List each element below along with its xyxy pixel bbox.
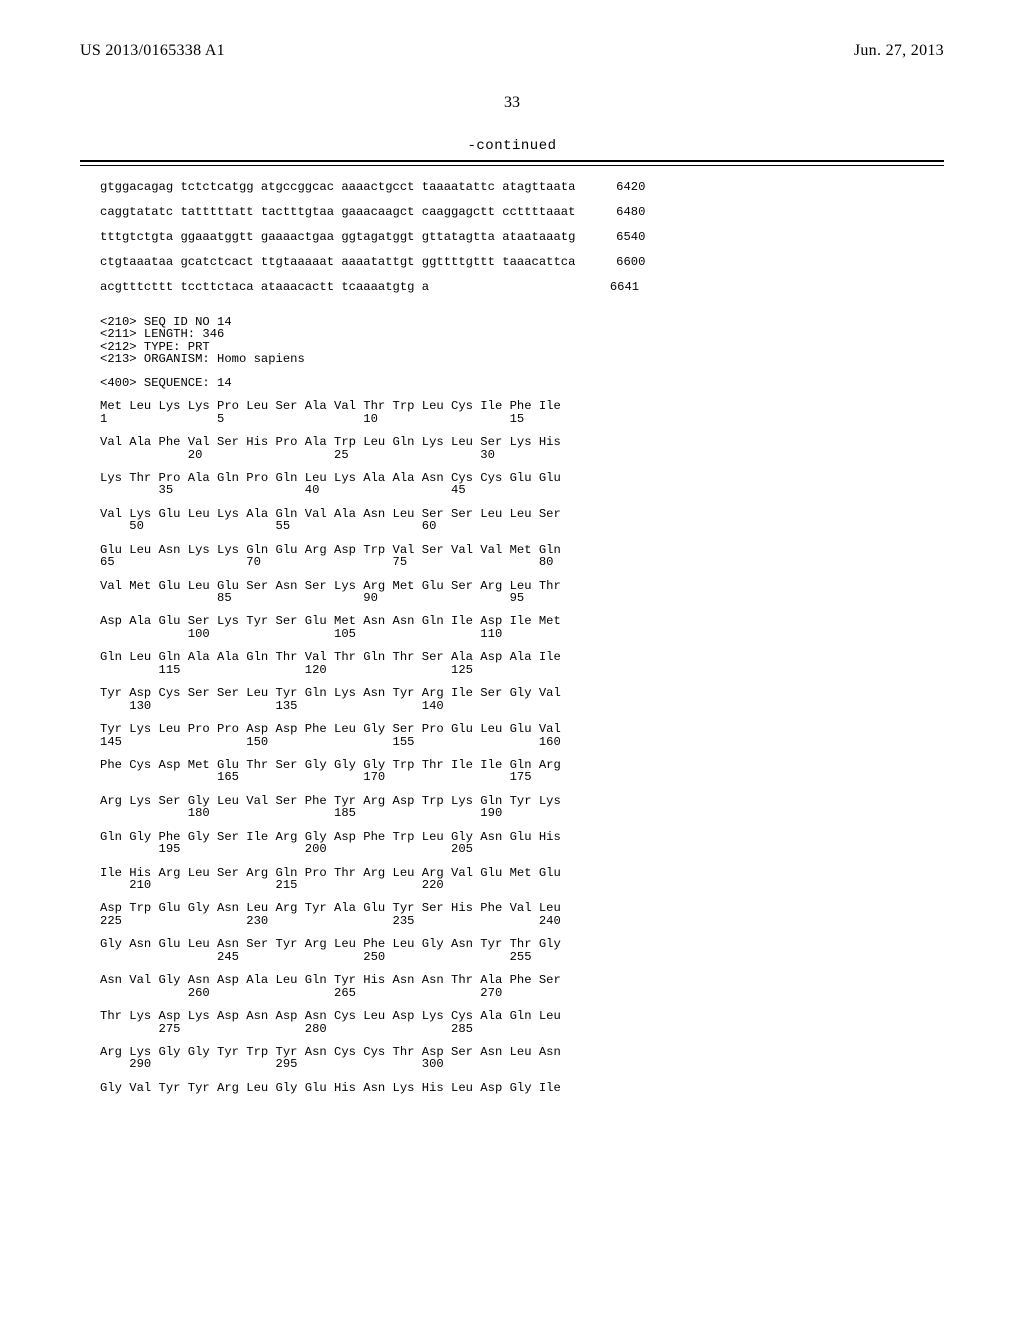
aa-line: Val Ala Phe Val Ser His Pro Ala Trp Leu … [100,436,944,448]
dna-line: acgtttcttt tccttctaca ataaacactt tcaaaat… [100,280,944,294]
aa-nums: 65 70 75 80 [100,556,944,568]
aa-nums: 245 250 255 [100,951,944,963]
aa-line: Gln Leu Gln Ala Ala Gln Thr Val Thr Gln … [100,651,944,663]
aa-nums: 115 120 125 [100,664,944,676]
aa-nums: 210 215 220 [100,879,944,891]
aa-nums: 1 5 10 15 [100,413,944,425]
aa-line: Tyr Asp Cys Ser Ser Leu Tyr Gln Lys Asn … [100,687,944,699]
aa-line: Asn Val Gly Asn Asp Ala Leu Gln Tyr His … [100,974,944,986]
dna-line: gtggacagag tctctcatgg atgccggcac aaaactg… [100,180,944,194]
dna-seq-text: ctgtaaataa gcatctcact ttgtaaaaat aaaatat… [100,255,575,269]
aa-nums: 100 105 110 [100,628,944,640]
aa-line: Met Leu Lys Lys Pro Leu Ser Ala Val Thr … [100,400,944,412]
dna-seq-text: acgtttcttt tccttctaca ataaacactt tcaaaat… [100,280,429,294]
continued-label: -continued [80,138,944,154]
patent-page: US 2013/0165338 A1 Jun. 27, 2013 33 -con… [0,0,1024,1320]
dna-seq-text: gtggacagag tctctcatgg atgccggcac aaaactg… [100,180,575,194]
dna-line: tttgtctgta ggaaatggtt gaaaactgaa ggtagat… [100,230,944,244]
dna-seq-pos: 6600 [575,255,645,269]
page-header: US 2013/0165338 A1 Jun. 27, 2013 [80,42,944,60]
aa-nums: 85 90 95 [100,592,944,604]
aa-line: Thr Lys Asp Lys Asp Asn Asp Asn Cys Leu … [100,1010,944,1022]
aa-nums: 35 40 45 [100,484,944,496]
aa-line: Asp Trp Glu Gly Asn Leu Arg Tyr Ala Glu … [100,902,944,914]
seq-header-line: <211> LENGTH: 346 [100,328,944,340]
dna-seq-pos: 6420 [575,180,645,194]
aa-nums: 180 185 190 [100,807,944,819]
page-number: 33 [80,94,944,112]
listing-rule-top [80,160,944,166]
aa-line: Gly Asn Glu Leu Asn Ser Tyr Arg Leu Phe … [100,938,944,950]
aa-nums: 20 25 30 [100,449,944,461]
dna-line: ctgtaaataa gcatctcact ttgtaaaaat aaaatat… [100,255,944,269]
seq-header-line: <210> SEQ ID NO 14 [100,316,944,328]
aa-nums: 225 230 235 240 [100,915,944,927]
aa-nums: 50 55 60 [100,520,944,532]
aa-nums: 130 135 140 [100,700,944,712]
seq-header-line: <400> SEQUENCE: 14 [100,377,944,389]
aa-nums: 290 295 300 [100,1058,944,1070]
dna-seq-pos: 6641 [429,280,639,294]
aa-nums: 165 170 175 [100,771,944,783]
aa-nums: 260 265 270 [100,987,944,999]
aa-line: Gly Val Tyr Tyr Arg Leu Gly Glu His Asn … [100,1082,944,1094]
aa-nums: 145 150 155 160 [100,736,944,748]
dna-line: caggtatatc tatttttatt tactttgtaa gaaacaa… [100,205,944,219]
aa-line: Tyr Lys Leu Pro Pro Asp Asp Phe Leu Gly … [100,723,944,735]
publication-date: Jun. 27, 2013 [854,42,944,60]
aa-line: Asp Ala Glu Ser Lys Tyr Ser Glu Met Asn … [100,615,944,627]
dna-seq-pos: 6480 [575,205,645,219]
publication-number: US 2013/0165338 A1 [80,42,225,60]
dna-seq-text: caggtatatc tatttttatt tactttgtaa gaaacaa… [100,205,575,219]
dna-seq-text: tttgtctgta ggaaatggtt gaaaactgaa ggtagat… [100,230,575,244]
seq-header-line: <213> ORGANISM: Homo sapiens [100,353,944,365]
dna-seq-pos: 6540 [575,230,645,244]
aa-nums: 195 200 205 [100,843,944,855]
aa-nums: 275 280 285 [100,1023,944,1035]
